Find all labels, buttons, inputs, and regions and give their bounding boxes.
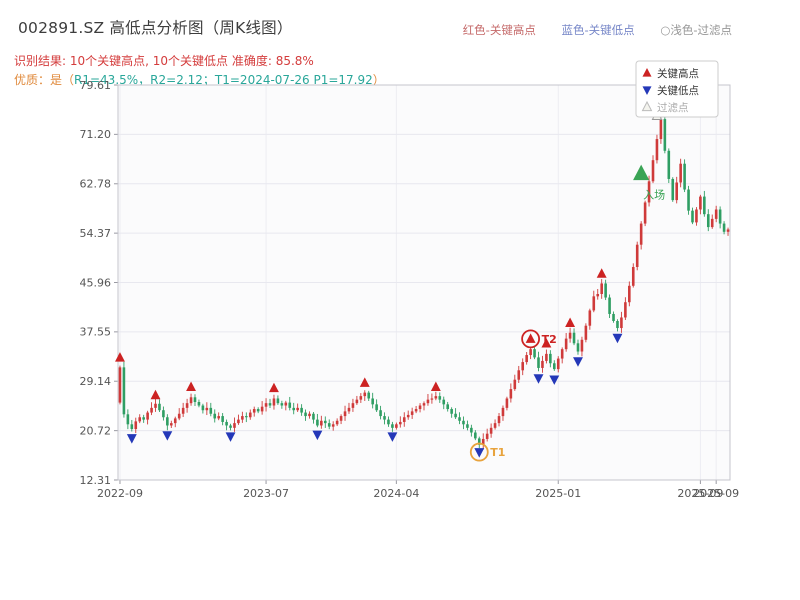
- y-tick-label: 20.72: [80, 424, 112, 437]
- key-low-markers: [126, 333, 623, 458]
- y-tick-label: 12.31: [80, 474, 112, 487]
- annotation-label-T2: T2: [542, 333, 557, 346]
- key-high-markers: [115, 268, 607, 400]
- entry-label: 入场: [643, 188, 665, 202]
- page-title: 002891.SZ 高低点分析图（周K线图）: [18, 19, 293, 37]
- x-tick-label: 2024-04: [373, 487, 419, 500]
- plot-border: [117, 84, 731, 481]
- y-tick-label: 62.78: [80, 178, 112, 191]
- x-tick-labels: 2022-09 2023-07 2024-04 2025-01 2025-092025-…: [97, 480, 739, 500]
- annotations: T1 T2: [469, 329, 557, 462]
- x-tick-label: 2025-01: [535, 487, 581, 500]
- x-tick-label: 2025-09: [677, 487, 723, 500]
- recognition-result-line: 识别结果: 10个关键高点, 10个关键低点 准确度: 85.8%: [14, 54, 314, 68]
- y-tick-label: 79.61: [80, 79, 112, 92]
- candles: [118, 115, 730, 450]
- legend-filtered-label: ○浅色-过滤点: [660, 23, 732, 37]
- entry-marker: 入场: [633, 164, 665, 202]
- chart-legend-label: 关键低点: [657, 84, 699, 97]
- quality-metrics: R1=43.5%，R2=2.12；T1=2024-07-26 P1=17.92: [74, 73, 373, 87]
- annotation-circle-T1: [469, 442, 489, 462]
- legend-key-high-label: 红色-关键高点: [462, 23, 536, 37]
- x-tick-label: 2025-09: [693, 487, 739, 500]
- y-tick-label: 71.20: [80, 128, 112, 141]
- y-tick-label: 45.96: [80, 276, 112, 289]
- chart-legend-label: 关键高点: [657, 67, 699, 80]
- x-tick-label: 2022-09: [97, 487, 143, 500]
- quality-prefix: 优质：是（: [14, 73, 75, 87]
- annotation-label-T1: T1: [490, 446, 505, 459]
- y-tick-label: 37.55: [80, 326, 112, 339]
- header-legend: 红色-关键高点 蓝色-关键低点 ○浅色-过滤点: [441, 22, 732, 38]
- quality-line: 优质：是（R1=43.5%，R2=2.12；T1=2024-07-26 P1=1…: [14, 71, 385, 88]
- chart-legend-label: 过滤点: [657, 101, 689, 114]
- quality-suffix: ）: [372, 73, 385, 87]
- annotation-circle-T2: [521, 329, 541, 349]
- y-tick-label: 54.37: [80, 227, 112, 240]
- y-tick-label: 29.14: [80, 375, 112, 388]
- legend-key-low-label: 蓝色-关键低点: [561, 23, 635, 37]
- x-tick-label: 2023-07: [243, 487, 289, 500]
